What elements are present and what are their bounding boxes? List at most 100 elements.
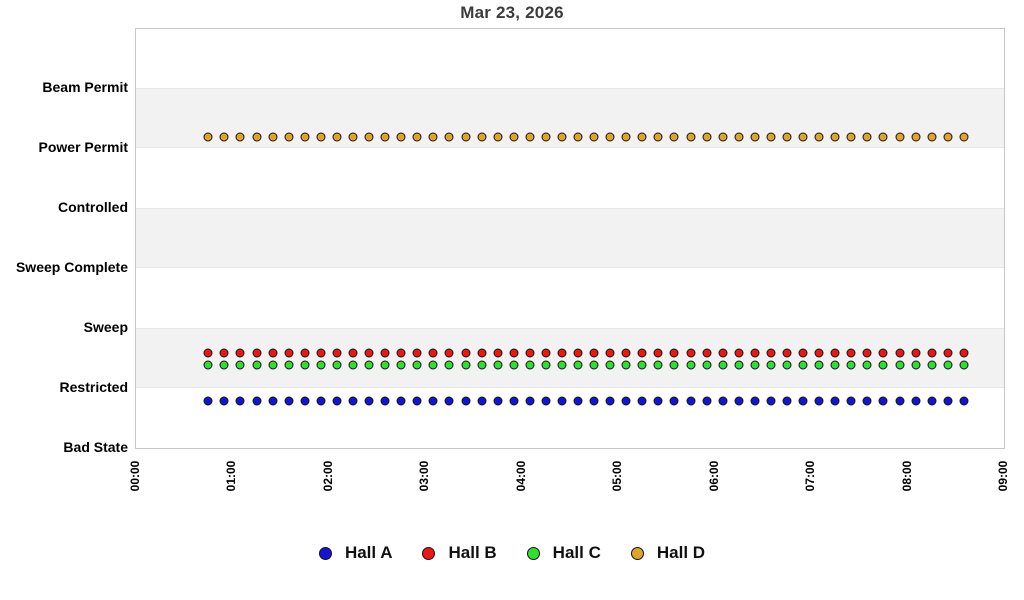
data-point-hall-a (396, 396, 406, 406)
data-point-hall-d (235, 132, 245, 142)
data-point-hall-c (814, 360, 824, 370)
data-point-hall-b (589, 348, 599, 358)
data-point-hall-a (203, 396, 213, 406)
x-axis-label-09-00: 09:00 (996, 460, 1010, 492)
data-point-hall-a (686, 396, 696, 406)
data-point-hall-d (364, 132, 374, 142)
data-point-hall-a (477, 396, 487, 406)
data-point-hall-a (493, 396, 503, 406)
y-axis-label-beam-permit: Beam Permit (42, 79, 128, 95)
legend-marker-icon (526, 546, 540, 560)
legend-marker-icon (422, 546, 436, 560)
data-point-hall-a (252, 396, 262, 406)
data-point-hall-a (750, 396, 760, 406)
data-point-hall-a (605, 396, 615, 406)
data-point-hall-b (316, 348, 326, 358)
data-point-hall-c (878, 360, 888, 370)
data-point-hall-a (766, 396, 776, 406)
data-point-hall-b (750, 348, 760, 358)
data-point-hall-c (284, 360, 294, 370)
legend-label: Hall A (344, 543, 393, 562)
data-point-hall-d (878, 132, 888, 142)
data-point-hall-b (525, 348, 535, 358)
data-point-hall-d (814, 132, 824, 142)
data-point-hall-c (219, 360, 229, 370)
x-axis-label-06-00: 06:00 (706, 460, 721, 492)
data-point-hall-b (814, 348, 824, 358)
data-point-hall-c (798, 360, 808, 370)
data-point-hall-d (798, 132, 808, 142)
data-point-hall-d (268, 132, 278, 142)
data-point-hall-b (718, 348, 728, 358)
data-point-hall-d (702, 132, 712, 142)
data-point-hall-c (686, 360, 696, 370)
data-point-hall-b (878, 348, 888, 358)
data-point-hall-b (798, 348, 808, 358)
data-point-hall-b (653, 348, 663, 358)
data-point-hall-b (541, 348, 551, 358)
data-point-hall-d (750, 132, 760, 142)
data-point-hall-b (605, 348, 615, 358)
data-point-hall-c (477, 360, 487, 370)
data-point-hall-d (509, 132, 519, 142)
x-axis-label-05-00: 05:00 (610, 460, 625, 492)
x-axis-label-07-00: 07:00 (803, 460, 818, 492)
data-point-hall-c (235, 360, 245, 370)
data-point-hall-c (332, 360, 342, 370)
x-axis-label-03-00: 03:00 (417, 460, 432, 492)
data-point-hall-b (444, 348, 454, 358)
data-point-hall-a (927, 396, 937, 406)
data-point-hall-a (428, 396, 438, 406)
data-point-hall-c (557, 360, 567, 370)
data-point-hall-d (300, 132, 310, 142)
data-point-hall-b (911, 348, 921, 358)
data-point-hall-c (734, 360, 744, 370)
data-point-hall-a (300, 396, 310, 406)
data-point-hall-c (862, 360, 872, 370)
data-point-hall-b (364, 348, 374, 358)
data-point-hall-b (766, 348, 776, 358)
chart-title: Mar 23, 2026 (460, 3, 564, 22)
data-point-hall-a (235, 396, 245, 406)
y-axis-label-bad-state: Bad State (63, 439, 128, 455)
legend-item-hall-c: Hall C (526, 543, 601, 563)
data-point-hall-a (830, 396, 840, 406)
data-point-hall-b (348, 348, 358, 358)
data-point-hall-d (412, 132, 422, 142)
data-point-hall-b (477, 348, 487, 358)
legend-label: Hall B (448, 543, 497, 562)
data-point-hall-b (621, 348, 631, 358)
data-point-hall-d (959, 132, 969, 142)
data-point-hall-d (846, 132, 856, 142)
data-point-hall-c (300, 360, 310, 370)
data-point-hall-d (943, 132, 953, 142)
legend-item-hall-a: Hall A (318, 543, 393, 563)
data-point-hall-b (862, 348, 872, 358)
data-point-hall-d (686, 132, 696, 142)
data-point-hall-a (380, 396, 390, 406)
data-point-hall-a (316, 396, 326, 406)
data-point-hall-b (846, 348, 856, 358)
legend-item-hall-d: Hall D (630, 543, 706, 563)
data-point-hall-d (332, 132, 342, 142)
data-point-hall-a (364, 396, 374, 406)
data-point-hall-b (927, 348, 937, 358)
data-point-hall-b (412, 348, 422, 358)
data-point-hall-b (669, 348, 679, 358)
plot-area (135, 28, 1005, 449)
data-point-hall-d (396, 132, 406, 142)
data-point-hall-a (911, 396, 921, 406)
data-point-hall-a (412, 396, 422, 406)
data-point-hall-d (653, 132, 663, 142)
data-point-hall-d (605, 132, 615, 142)
data-point-hall-c (268, 360, 278, 370)
legend-label: Hall D (656, 543, 706, 562)
data-point-hall-b (637, 348, 647, 358)
data-point-hall-c (846, 360, 856, 370)
data-point-hall-d (766, 132, 776, 142)
data-point-hall-b (252, 348, 262, 358)
data-point-hall-c (766, 360, 776, 370)
data-point-hall-c (830, 360, 840, 370)
data-point-hall-b (782, 348, 792, 358)
data-point-hall-c (364, 360, 374, 370)
